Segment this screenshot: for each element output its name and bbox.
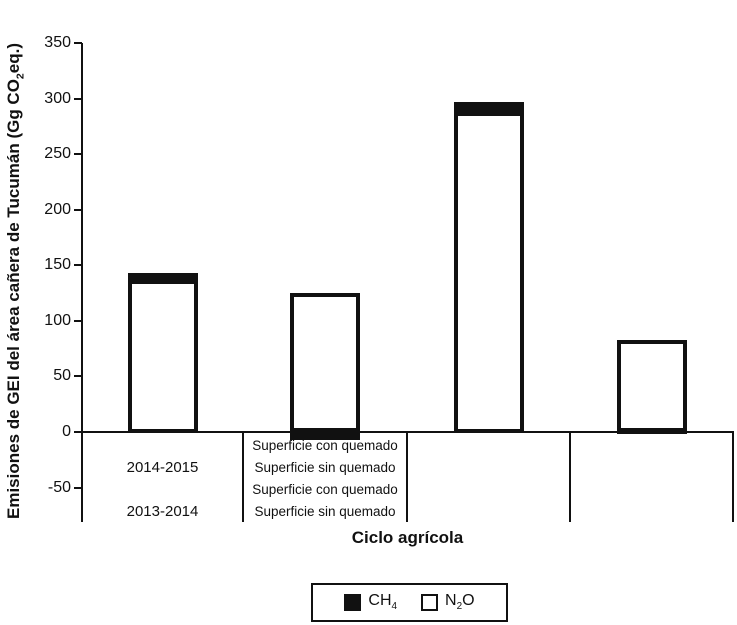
legend-item-n2o: N2O [421,592,475,613]
y-axis-line [81,43,83,522]
legend-label-ch4: CH4 [368,592,398,613]
x-axis-title: Ciclo agrícola [351,528,464,547]
ch4-swatch-icon [344,594,362,611]
bar-ch4-segment [127,273,198,284]
y-tick-mark [74,42,82,44]
category-label-year: 2014-2015 [126,459,199,476]
bar-n2o-segment [616,339,687,433]
y-tick-label: -50 [47,478,71,496]
y-tick-mark [74,208,82,211]
legend: CH4 N2O [311,583,508,622]
y-tick-label: 50 [53,367,71,385]
y-tick-label: 150 [44,256,71,274]
category-divider-line [242,432,244,522]
y-tick-mark [74,319,82,322]
bar-n2o-segment [127,279,198,433]
bar-ch4-segment [453,101,524,116]
category-divider-line [569,432,571,522]
bar-n2o-segment [453,111,524,433]
y-tick-label: 250 [44,145,71,163]
y-tick-label: 300 [44,89,71,107]
category-label-surface: Superficie con quemado [252,482,398,497]
y-tick-mark [74,153,82,156]
y-tick-label: 350 [44,34,71,51]
y-tick-label: 100 [44,311,71,329]
category-label-year: 2013-2014 [126,503,199,520]
legend-label-n2o: N2O [445,592,475,613]
y-tick-mark [74,431,82,433]
y-tick-mark [74,375,82,378]
n2o-swatch-icon [421,594,439,611]
y-tick-mark [74,97,82,100]
bar-ch4-segment [616,428,687,435]
category-label-surface: Superficie sin quemado [254,504,396,519]
bar-n2o-segment [290,293,360,433]
category-label-surface: Superficie sin quemado [254,460,396,475]
y-tick-mark [74,486,82,489]
category-label-surface: Superficie con quemado [252,438,398,453]
y-tick-mark [74,264,82,267]
legend-item-ch4: CH4 [344,592,398,613]
bar-ch4-segment [290,428,360,440]
y-tick-label: 200 [44,200,71,218]
category-divider-line [732,432,734,522]
category-divider-line [406,432,408,522]
y-tick-label: 0 [62,423,71,440]
